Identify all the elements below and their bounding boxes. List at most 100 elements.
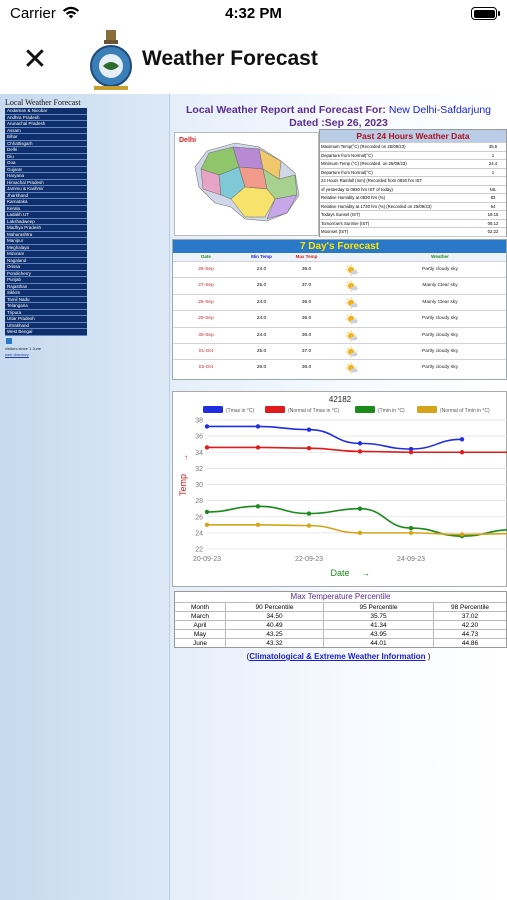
percentile-row: May 43.25 43.95 44.73 bbox=[175, 629, 506, 638]
sidebar-item-state[interactable]: West Bengal bbox=[5, 329, 87, 336]
sidebar-item-state[interactable]: Tripura bbox=[5, 309, 87, 316]
temperature-chart: 42182 (Tmax in °C) (Normal of Tmax in °C) (… bbox=[172, 391, 507, 587]
sidebar-item-state[interactable]: Kerala bbox=[5, 205, 87, 212]
percentile-cell: 44.73 bbox=[433, 630, 506, 638]
forecast-column-headers: Date Min Temp Max Temp Weather bbox=[173, 253, 506, 261]
sidebar-item-state[interactable]: Andhra Pradesh bbox=[5, 114, 87, 121]
series-line bbox=[206, 505, 507, 537]
sidebar-item-state[interactable]: Lakshadweep bbox=[5, 218, 87, 225]
sidebar-item-state[interactable]: Jammu & Kashmir bbox=[5, 186, 87, 193]
data-point bbox=[255, 522, 261, 528]
sidebar-item-state[interactable]: Diu bbox=[5, 153, 87, 160]
past-24-row: Tomorrow's Sunrise (IST) 06:12 bbox=[320, 218, 506, 228]
sidebar-item-state[interactable]: Haryana bbox=[5, 173, 87, 180]
data-point bbox=[306, 446, 312, 451]
sidebar-item-state[interactable]: Telangana bbox=[5, 303, 87, 310]
pct-col-95: 95 Percentile bbox=[323, 603, 433, 611]
sidebar-item-state[interactable]: Pondicherry bbox=[5, 270, 87, 277]
y-tick-label: 26 bbox=[195, 514, 203, 521]
y-tick-label: 38 bbox=[195, 418, 203, 425]
report-title: Local Weather Report and Forecast For: N… bbox=[186, 104, 491, 116]
sidebar-item-state[interactable]: Delhi bbox=[5, 147, 87, 154]
forecast-max: 36.0 bbox=[301, 332, 312, 338]
sidebar-item-state[interactable]: Bihar bbox=[5, 134, 87, 141]
sidebar-item-state[interactable]: Ladakh UT bbox=[5, 212, 87, 219]
sidebar-item-state[interactable]: Jharkhand bbox=[5, 192, 87, 199]
forecast-row: 30-Sep 24.0 36.0 Partly cloudy sky bbox=[173, 326, 506, 343]
sidebar-item-state[interactable]: Orissa bbox=[5, 264, 87, 271]
past-24-value: NIL bbox=[489, 186, 497, 192]
close-icon[interactable]: ✕ bbox=[22, 43, 48, 76]
data-point bbox=[306, 427, 312, 432]
past-24-row: Maximum Temp(°C) (Recorded on 25/09/23) 3… bbox=[320, 142, 506, 151]
sidebar-item-state[interactable]: Assam bbox=[5, 127, 87, 134]
wifi-icon bbox=[62, 6, 80, 19]
sidebar-item-state[interactable]: Arunachal Pradesh bbox=[5, 121, 87, 128]
delhi-map: Delhi bbox=[174, 132, 319, 236]
sidebar-item-state[interactable]: Madhya Pradesh bbox=[5, 225, 87, 232]
data-point bbox=[204, 509, 210, 515]
percentile-cell: March bbox=[190, 613, 210, 620]
sidebar-item-state[interactable]: Meghalaya bbox=[5, 244, 87, 251]
forecast-min: 24.0 bbox=[256, 267, 267, 272]
partly-cloudy-sun-icon bbox=[329, 295, 374, 310]
past-24-value: 1 bbox=[491, 169, 495, 175]
sidebar-item-state[interactable]: Mizoram bbox=[5, 251, 87, 258]
pct-col-month: Month bbox=[190, 604, 210, 611]
sidebar-item-state[interactable]: Karnataka bbox=[5, 199, 87, 206]
web-directory-link[interactable]: web directory bbox=[5, 351, 29, 357]
percentile-rows: March 34.50 35.75 37.02 April 40.49 41.34 42.20… bbox=[175, 611, 506, 647]
data-point bbox=[459, 532, 465, 537]
forecast-date: 30-Sep bbox=[198, 332, 214, 338]
past-24-row: Moonset (IST) 02:22 bbox=[320, 227, 506, 236]
percentile-cell: 34.50 bbox=[225, 612, 323, 620]
data-point bbox=[408, 450, 414, 455]
sidebar-item-state[interactable]: Rajasthan bbox=[5, 283, 87, 290]
forecast-header: 7 Day's Forecast bbox=[173, 240, 506, 253]
clock: 4:32 PM bbox=[225, 5, 282, 22]
x-tick-label: 24-09-23 bbox=[397, 556, 425, 563]
sidebar-item-state[interactable]: Nagaland bbox=[5, 257, 87, 264]
forecast-min: 25.0 bbox=[256, 348, 267, 354]
sidebar-item-state[interactable]: Goa bbox=[5, 160, 87, 167]
percentile-cell: 37.02 bbox=[433, 612, 506, 620]
station-link[interactable]: New Delhi-Safdarjung bbox=[388, 104, 491, 116]
sidebar-item-state[interactable]: Punjab bbox=[5, 277, 87, 284]
report-main: Local Weather Report and Forecast For: N… bbox=[170, 94, 507, 900]
legend-swatch bbox=[203, 406, 223, 413]
data-point bbox=[306, 523, 312, 528]
sidebar-item-state[interactable]: Gujarat bbox=[5, 166, 87, 173]
sidebar-item-state[interactable]: Maharashtra bbox=[5, 231, 87, 238]
counter-icon bbox=[6, 337, 12, 344]
sidebar-item-state[interactable]: Uttrakhand bbox=[5, 322, 87, 329]
forecast-date: 02-Oct bbox=[198, 365, 214, 371]
carrier-label: Carrier bbox=[10, 5, 56, 22]
climatological-link[interactable]: Climatological & Extreme Weather Informa… bbox=[249, 652, 426, 661]
data-point bbox=[357, 449, 363, 454]
past-24-key: Minimum Temp (°C) (Recorded. on 26/09/23… bbox=[321, 161, 407, 166]
sidebar-item-state[interactable]: Chhattisgarh bbox=[5, 140, 87, 147]
sidebar-item-state[interactable]: Andaman & Nicobar bbox=[5, 108, 87, 115]
data-point bbox=[408, 446, 414, 452]
forecast-max: 36.0 bbox=[301, 299, 312, 305]
past-24-key: Tomorrow's Sunrise (IST) bbox=[321, 220, 370, 226]
max-temperature-percentile: Max Temperature Percentile Month 90 Perc… bbox=[174, 591, 507, 648]
sidebar-item-state[interactable]: Tamil Nadu bbox=[5, 296, 87, 303]
sidebar-item-state[interactable]: Manipur bbox=[5, 238, 87, 245]
sidebar-item-state[interactable]: Sikkim bbox=[5, 290, 87, 297]
forecast-min: 24.0 bbox=[256, 332, 267, 338]
temperature-chart-svg: 42182 (Tmax in °C) (Normal of Tmax in °C) (… bbox=[178, 395, 507, 578]
forecast-row: 28-Sep 24.0 36.0 Mainly Clear sky bbox=[173, 293, 506, 310]
sidebar-item-state[interactable]: Himachal Pradesh bbox=[5, 179, 87, 186]
forecast-row: 01-Oct 25.0 37.0 Partly cloudy sky bbox=[173, 342, 506, 359]
y-tick-label: 36 bbox=[195, 434, 203, 441]
forecast-date: 27-Sep bbox=[198, 283, 214, 289]
sidebar-item-state[interactable]: Uttar Pradesh bbox=[5, 316, 87, 323]
past-24-key: Departure from Normal(°C) bbox=[321, 169, 373, 175]
data-point bbox=[204, 424, 210, 429]
forecast-weather: Partly cloudy sky bbox=[422, 332, 458, 338]
past-24-row: Minimum Temp (°C) (Recorded. on 26/09/23… bbox=[320, 159, 506, 168]
forecast-weather: Partly cloudy sky bbox=[422, 348, 458, 354]
past-24-key: Moonset (IST) bbox=[321, 229, 349, 234]
percentile-cell: 40.49 bbox=[225, 621, 323, 629]
